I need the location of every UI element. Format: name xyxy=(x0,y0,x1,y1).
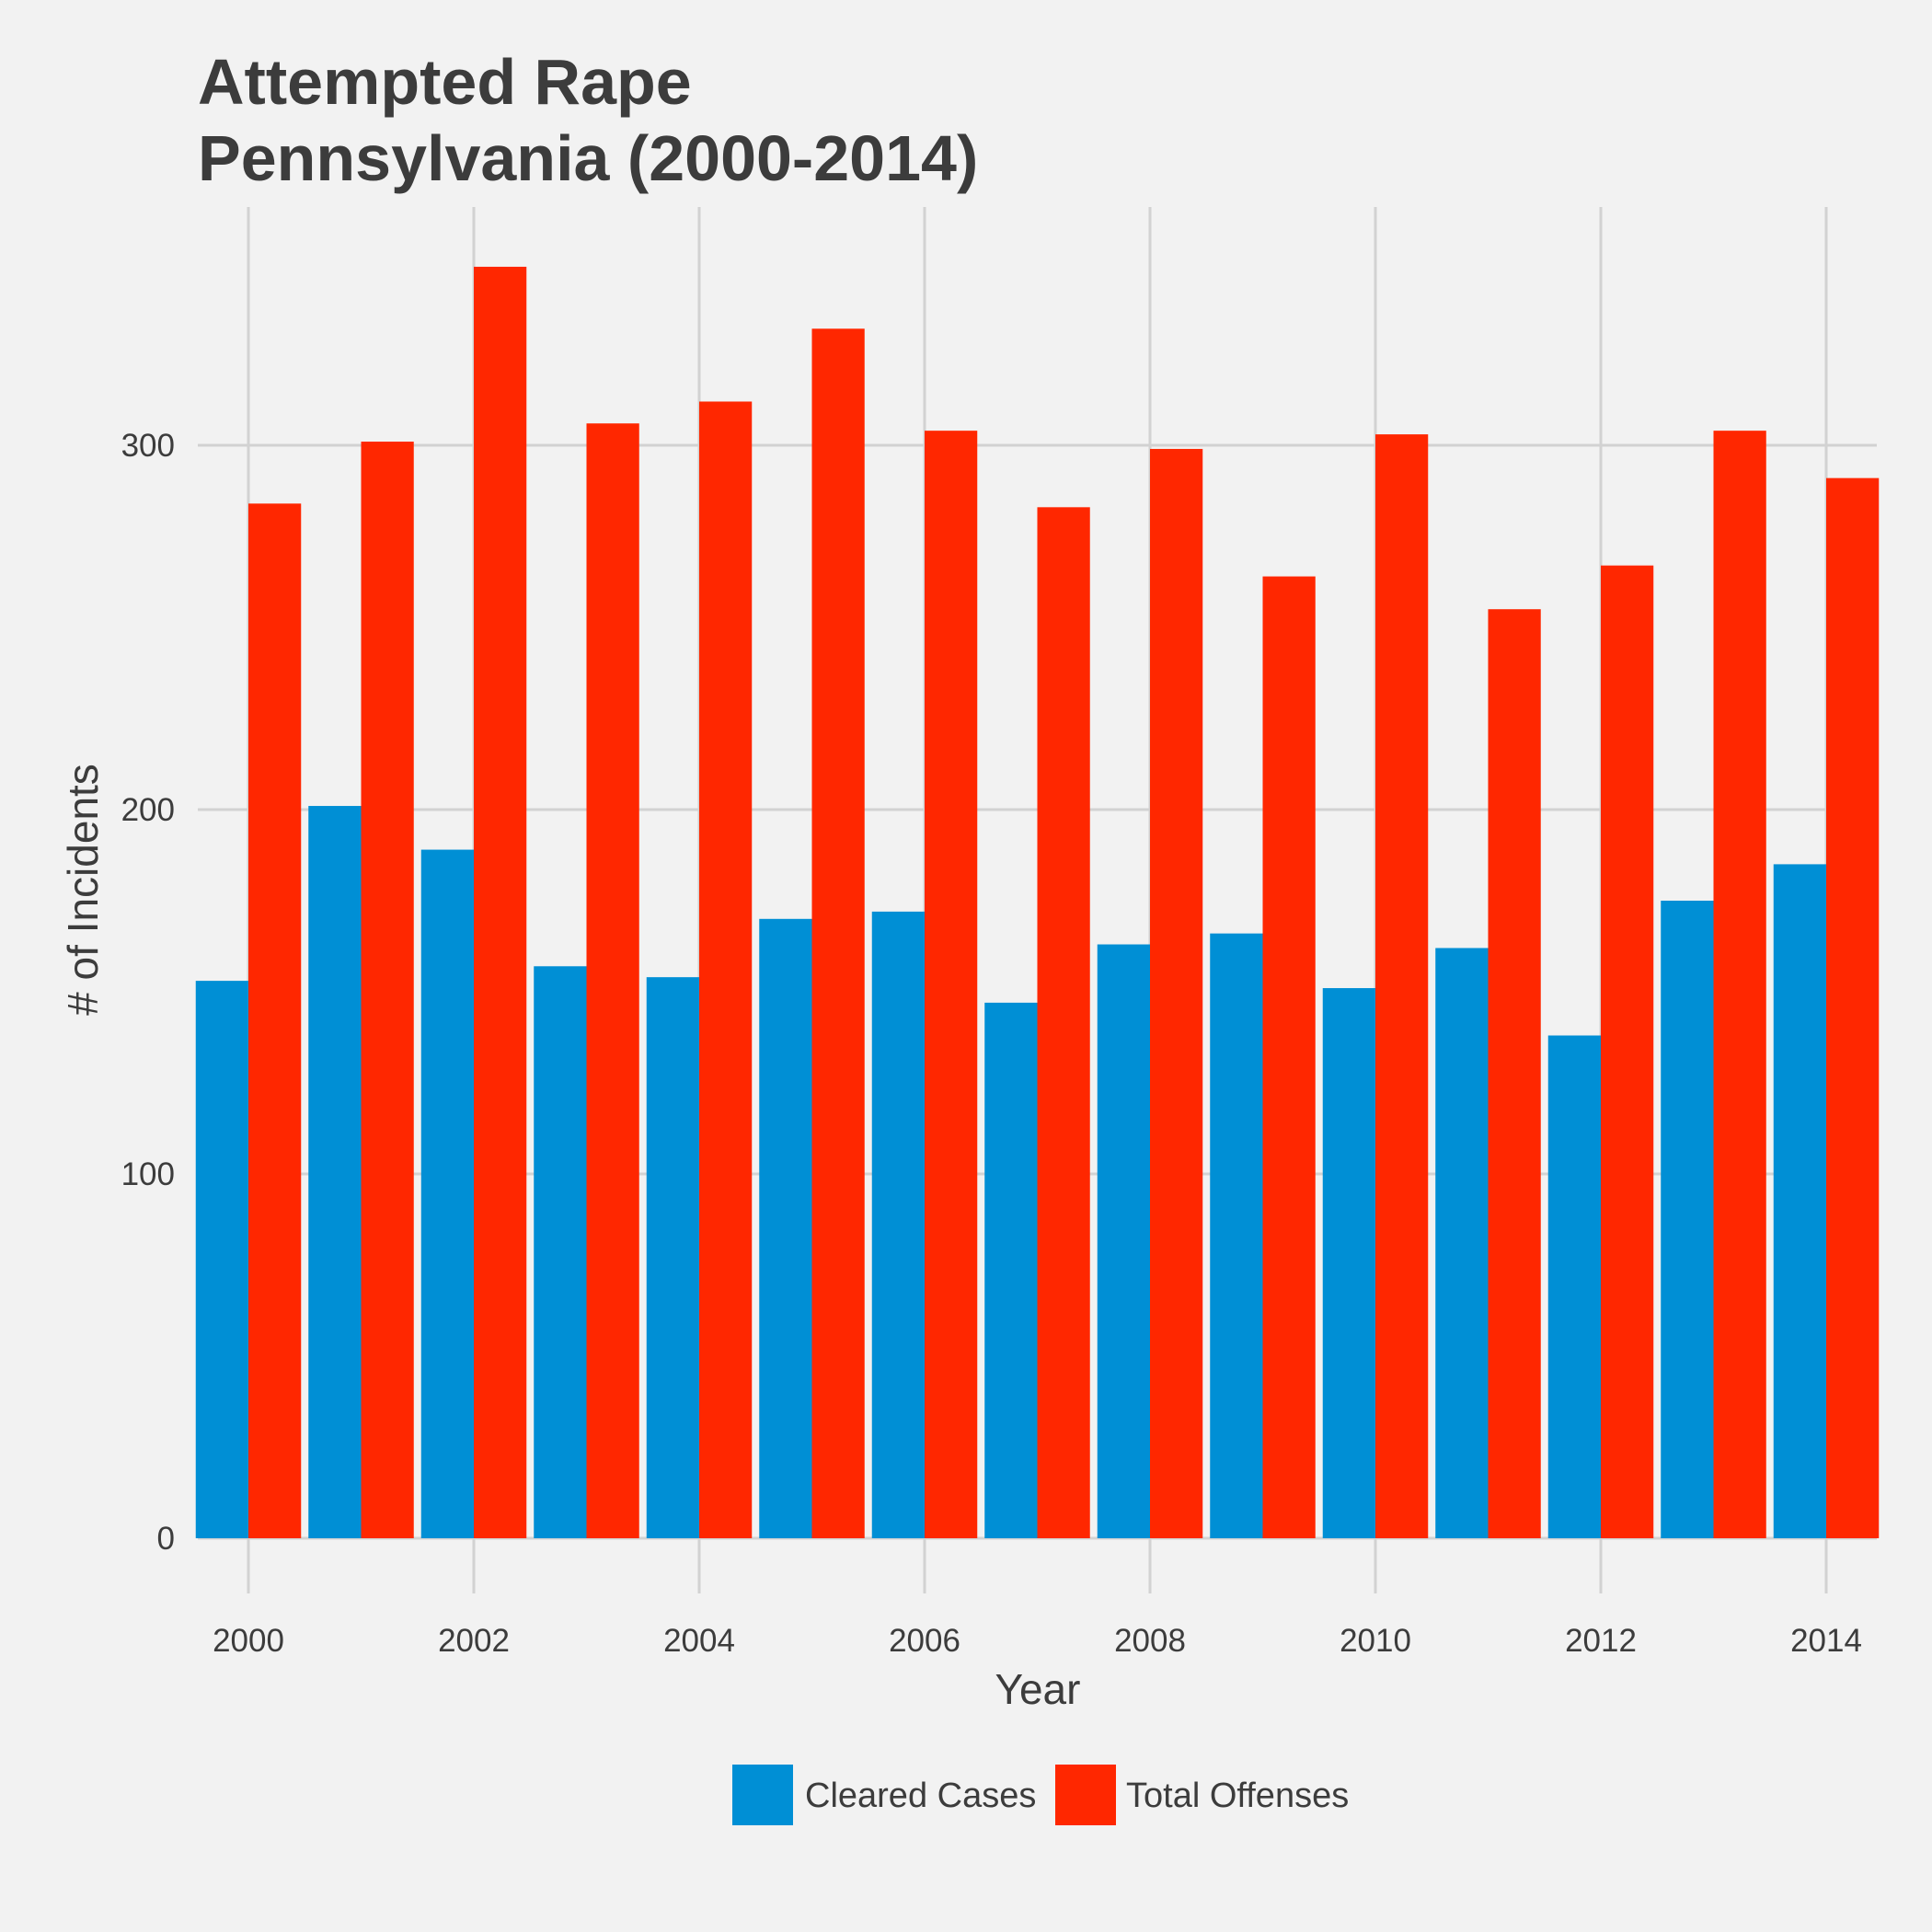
bar-cleared-cases xyxy=(759,918,812,1538)
bar-total-offenses xyxy=(1375,434,1429,1538)
x-axis-title: Year xyxy=(995,1665,1081,1713)
bar-cleared-cases xyxy=(420,849,474,1538)
bar-cleared-cases xyxy=(1773,864,1826,1538)
bar-cleared-cases xyxy=(1435,948,1489,1538)
bar-cleared-cases xyxy=(1661,901,1714,1538)
x-tick-label: 2002 xyxy=(438,1623,510,1659)
bars xyxy=(195,266,1880,1539)
legend-label: Total Offenses xyxy=(1126,1777,1349,1815)
bar-cleared-cases xyxy=(984,1002,1038,1538)
bar-cleared-cases xyxy=(1547,1035,1601,1538)
bar-cleared-cases xyxy=(195,981,248,1538)
bar-cleared-cases xyxy=(646,977,699,1538)
bar-total-offenses xyxy=(248,503,302,1538)
x-tick-label: 2004 xyxy=(663,1623,735,1659)
bar-total-offenses xyxy=(1601,565,1654,1539)
bar-cleared-cases xyxy=(1322,988,1375,1538)
bar-cleared-cases xyxy=(534,966,587,1538)
legend-label: Cleared Cases xyxy=(805,1777,1036,1815)
x-tick-label: 2000 xyxy=(213,1623,284,1659)
bar-total-offenses xyxy=(586,423,639,1538)
legend-swatch xyxy=(732,1765,793,1825)
bar-total-offenses xyxy=(811,328,865,1538)
y-tick-labels: 0 100 200 300 xyxy=(121,428,175,1557)
y-tick-label: 100 xyxy=(121,1156,175,1192)
y-tick-label: 200 xyxy=(121,792,175,828)
bar-total-offenses xyxy=(1150,448,1203,1539)
bar-total-offenses xyxy=(1826,477,1880,1538)
bar-cleared-cases xyxy=(308,806,362,1538)
y-axis-title: # of Incidents xyxy=(59,764,107,1016)
bar-total-offenses xyxy=(699,401,753,1539)
chart-title: Attempted Rape xyxy=(198,46,692,118)
y-tick-label: 300 xyxy=(121,428,175,464)
x-tick-label: 2006 xyxy=(889,1623,960,1659)
x-tick-label: 2012 xyxy=(1565,1623,1637,1659)
x-tick-label: 2010 xyxy=(1340,1623,1411,1659)
y-tick-label: 0 xyxy=(157,1521,175,1557)
bar-total-offenses xyxy=(1713,431,1766,1538)
bar-total-offenses xyxy=(1488,609,1541,1538)
x-tick-labels: 2000 2002 2004 2006 2008 2010 2012 2014 xyxy=(213,1623,1862,1659)
bar-total-offenses xyxy=(1037,507,1090,1538)
chart-subtitle: Pennsylvania (2000-2014) xyxy=(198,122,978,194)
bar-total-offenses xyxy=(925,431,978,1538)
bar-cleared-cases xyxy=(1210,933,1263,1538)
x-tick-label: 2014 xyxy=(1790,1623,1862,1659)
bar-cleared-cases xyxy=(871,911,925,1538)
bar-total-offenses xyxy=(361,442,414,1538)
bar-total-offenses xyxy=(1262,576,1316,1538)
bar-total-offenses xyxy=(474,266,527,1539)
legend: Cleared Cases Total Offenses xyxy=(732,1765,1349,1825)
x-tick-label: 2008 xyxy=(1114,1623,1186,1659)
bar-cleared-cases xyxy=(1097,944,1150,1538)
legend-swatch xyxy=(1055,1765,1116,1825)
